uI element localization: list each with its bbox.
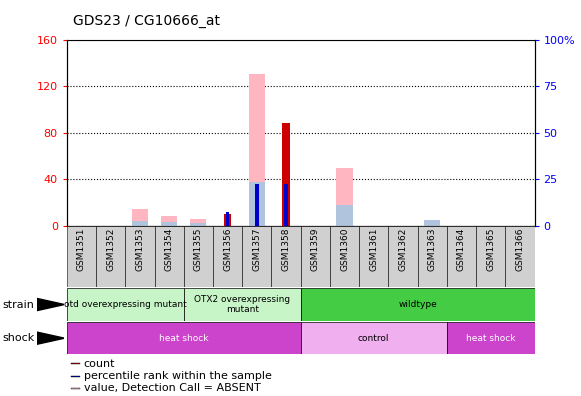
Bar — [249, 74, 265, 226]
Bar — [330, 226, 359, 287]
Text: value, Detection Call = ABSENT: value, Detection Call = ABSENT — [84, 383, 260, 393]
Bar — [336, 205, 353, 226]
Bar — [359, 226, 388, 287]
Bar — [282, 123, 290, 226]
Bar — [249, 181, 265, 226]
Bar — [132, 209, 148, 226]
Bar — [67, 226, 96, 287]
Text: otd overexpressing mutant: otd overexpressing mutant — [64, 300, 187, 309]
Text: shock: shock — [3, 333, 35, 343]
Polygon shape — [37, 332, 64, 345]
Text: count: count — [84, 359, 115, 369]
Bar — [191, 219, 206, 226]
Text: GSM1360: GSM1360 — [340, 228, 349, 271]
Text: GSM1363: GSM1363 — [428, 228, 437, 271]
Bar — [301, 288, 535, 321]
Bar — [284, 184, 288, 226]
Bar — [184, 226, 213, 287]
Bar — [155, 226, 184, 287]
Text: GSM1366: GSM1366 — [515, 228, 525, 271]
Bar — [213, 226, 242, 287]
Text: GSM1365: GSM1365 — [486, 228, 495, 271]
Text: OTX2 overexpressing
mutant: OTX2 overexpressing mutant — [194, 295, 290, 314]
Text: GSM1352: GSM1352 — [106, 228, 115, 271]
Bar — [447, 226, 476, 287]
Bar — [184, 288, 301, 321]
Text: GDS23 / CG10666_at: GDS23 / CG10666_at — [73, 14, 220, 28]
Bar — [242, 226, 271, 287]
Bar — [191, 223, 206, 226]
Bar — [301, 226, 330, 287]
Bar — [132, 221, 148, 226]
Text: GSM1357: GSM1357 — [252, 228, 261, 271]
Polygon shape — [37, 298, 64, 311]
Bar — [161, 222, 177, 226]
Bar — [271, 226, 301, 287]
Bar — [71, 363, 80, 364]
Text: strain: strain — [3, 299, 35, 310]
Text: GSM1351: GSM1351 — [77, 228, 86, 271]
Text: control: control — [358, 334, 389, 343]
Text: heat shock: heat shock — [159, 334, 209, 343]
Text: GSM1353: GSM1353 — [135, 228, 145, 271]
Bar — [255, 184, 259, 226]
Text: heat shock: heat shock — [466, 334, 515, 343]
Bar — [67, 322, 301, 354]
Bar — [505, 226, 535, 287]
Bar — [336, 168, 353, 226]
Text: GSM1354: GSM1354 — [164, 228, 174, 271]
Bar — [388, 226, 418, 287]
Text: GSM1359: GSM1359 — [311, 228, 320, 271]
Bar — [226, 212, 229, 226]
Text: percentile rank within the sample: percentile rank within the sample — [84, 371, 271, 381]
Bar — [418, 226, 447, 287]
Text: GSM1361: GSM1361 — [370, 228, 378, 271]
Bar — [71, 375, 80, 377]
Bar — [224, 214, 231, 226]
Bar — [67, 288, 184, 321]
Bar — [161, 216, 177, 226]
Text: GSM1356: GSM1356 — [223, 228, 232, 271]
Text: GSM1364: GSM1364 — [457, 228, 466, 271]
Text: GSM1355: GSM1355 — [194, 228, 203, 271]
Bar — [424, 220, 440, 226]
Bar — [301, 322, 447, 354]
Text: GSM1358: GSM1358 — [282, 228, 290, 271]
Text: wildtype: wildtype — [398, 300, 437, 309]
Text: GSM1362: GSM1362 — [399, 228, 407, 271]
Bar — [96, 226, 125, 287]
Bar — [447, 322, 535, 354]
Bar — [71, 388, 80, 389]
Bar — [476, 226, 505, 287]
Bar — [125, 226, 155, 287]
